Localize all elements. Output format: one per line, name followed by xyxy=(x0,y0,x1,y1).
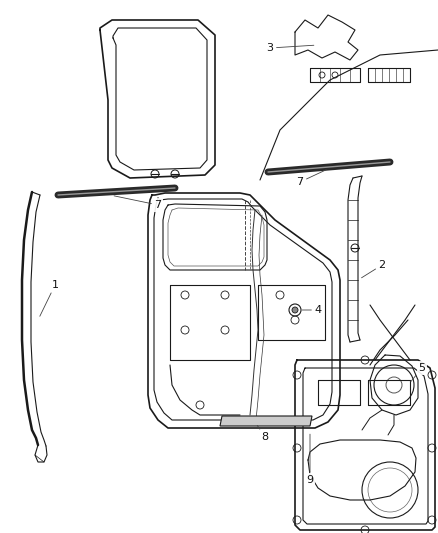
Text: 9: 9 xyxy=(307,434,314,485)
Text: 7: 7 xyxy=(297,170,326,187)
Polygon shape xyxy=(220,416,312,426)
Text: 4: 4 xyxy=(302,305,321,315)
Text: 7: 7 xyxy=(114,196,162,210)
Text: 2: 2 xyxy=(361,260,385,278)
Text: 5: 5 xyxy=(411,363,425,382)
Circle shape xyxy=(292,307,298,313)
Text: 1: 1 xyxy=(40,280,59,316)
Text: 8: 8 xyxy=(257,425,268,442)
Text: 3: 3 xyxy=(266,43,314,53)
